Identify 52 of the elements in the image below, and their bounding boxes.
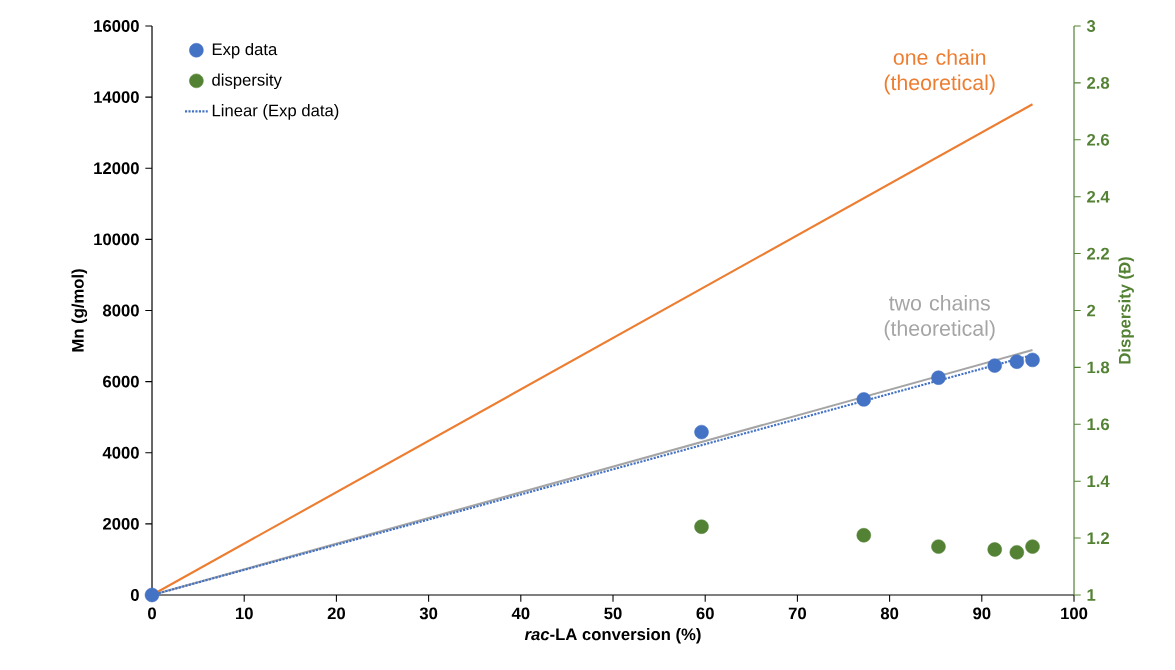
y-tick-label: 10000 bbox=[94, 233, 139, 246]
y2-tick-label: 1.2 bbox=[1087, 532, 1109, 544]
x-tick-label: 60 bbox=[696, 607, 714, 620]
point bbox=[987, 358, 1002, 373]
y2-tick-label: 1.4 bbox=[1087, 475, 1110, 487]
x-axis-title: rac-LA conversion (%) bbox=[524, 628, 701, 644]
y-axis-title: Mn (g/mol) bbox=[71, 269, 88, 352]
x-tick-label: 40 bbox=[511, 607, 530, 620]
x-tick-label: 10 bbox=[235, 607, 253, 620]
y-tick-label: 12000 bbox=[94, 162, 139, 175]
series-label: one chain (theoretical) bbox=[884, 49, 995, 95]
y2-tick-label: 3 bbox=[1086, 20, 1096, 32]
x-tick-label: 90 bbox=[973, 607, 991, 620]
point bbox=[1009, 545, 1025, 560]
point bbox=[1009, 354, 1025, 369]
y2-axis-title: Dispersity (Đ) bbox=[1118, 257, 1134, 364]
y-tick-label: 6000 bbox=[103, 375, 139, 388]
point bbox=[987, 542, 1002, 557]
y-tick-label: 8000 bbox=[102, 304, 139, 317]
x-tick-label: 20 bbox=[327, 607, 345, 620]
series-label: two chains (theoretical) bbox=[884, 294, 995, 341]
y2-tick-label: 2.2 bbox=[1087, 247, 1109, 260]
y2-tick-label: 1 bbox=[1087, 589, 1096, 601]
y-tick-label: 2000 bbox=[103, 517, 139, 530]
y2-tick-label: 1.6 bbox=[1087, 418, 1110, 431]
y2-tick-label: 2.4 bbox=[1087, 190, 1110, 203]
x-tick-label: 50 bbox=[604, 607, 622, 620]
y-tick-label: 14000 bbox=[94, 91, 139, 104]
legend-label: Exp data bbox=[212, 42, 278, 59]
y2-tick-label: 2.8 bbox=[1087, 77, 1110, 89]
point bbox=[856, 528, 871, 543]
point bbox=[694, 424, 709, 440]
point bbox=[144, 587, 160, 603]
y2-tick-label: 2 bbox=[1087, 304, 1096, 317]
x-tick-label: 100 bbox=[1061, 607, 1088, 620]
y-tick-label: 0 bbox=[130, 589, 139, 601]
point bbox=[1025, 539, 1040, 554]
y2-tick-label: 1.8 bbox=[1087, 361, 1110, 374]
x-tick-label: 30 bbox=[419, 607, 438, 620]
x-tick-label: 80 bbox=[880, 607, 899, 620]
point bbox=[856, 392, 871, 407]
point bbox=[1025, 352, 1040, 368]
y-tick-label: 16000 bbox=[94, 20, 139, 32]
x-tick-label: 70 bbox=[788, 607, 806, 620]
point bbox=[931, 539, 946, 554]
x-tick-label: 0 bbox=[148, 607, 156, 620]
point bbox=[694, 519, 709, 534]
y2-tick-label: 2.6 bbox=[1087, 133, 1110, 146]
point bbox=[931, 370, 946, 385]
legend-label: dispersity bbox=[212, 73, 282, 90]
y-tick-label: 4000 bbox=[102, 446, 139, 459]
legend-label: Linear (Exp data) bbox=[212, 104, 339, 120]
